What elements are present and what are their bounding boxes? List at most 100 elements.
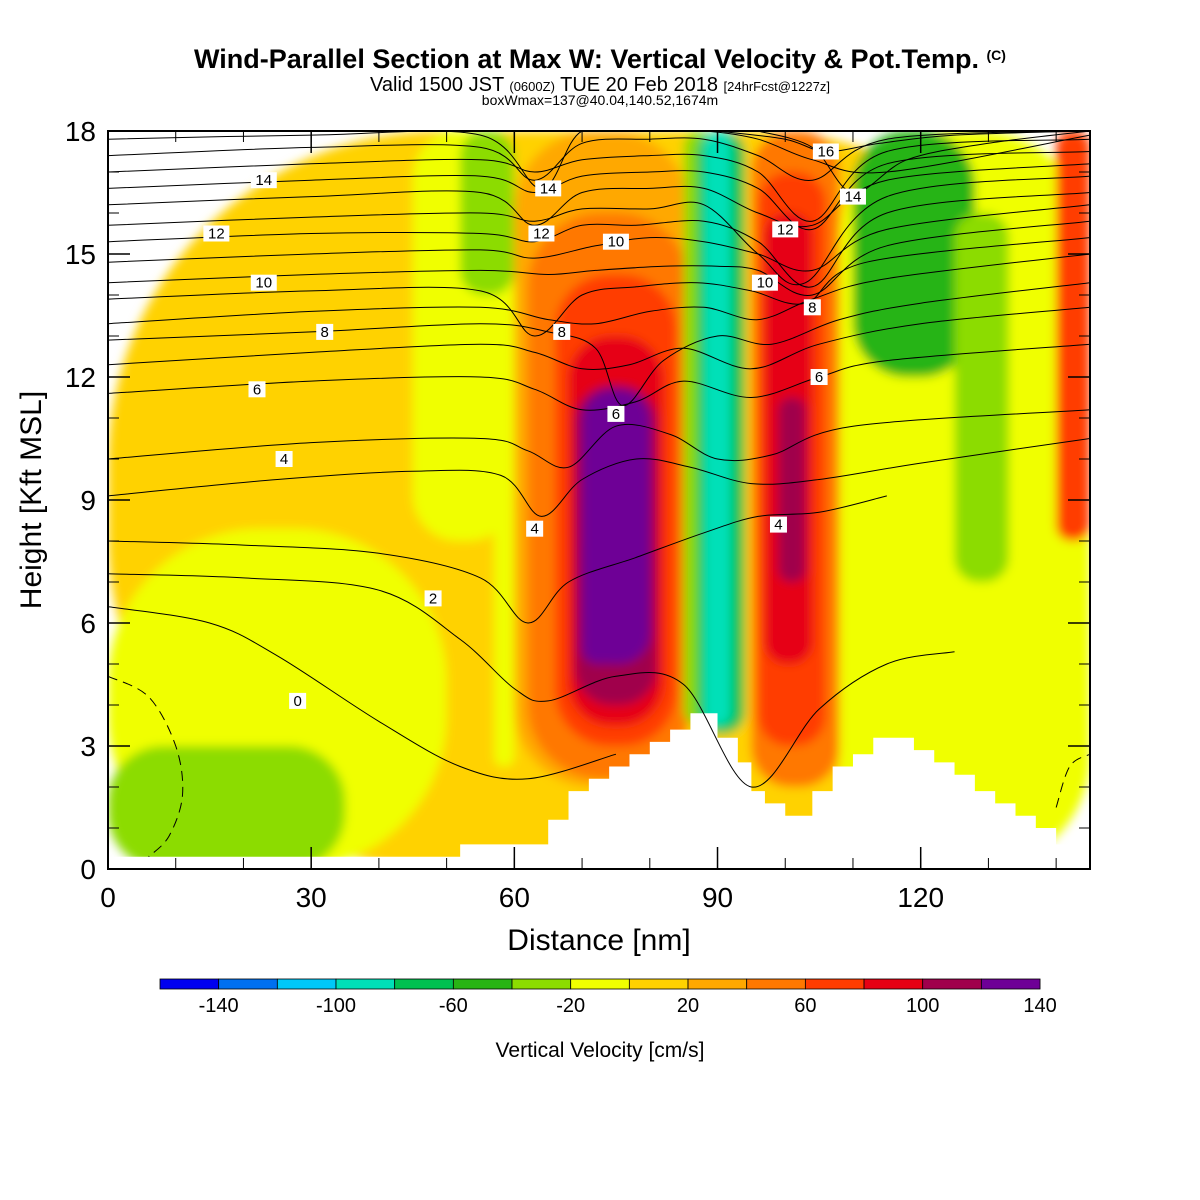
colorbar-swatch bbox=[570, 978, 630, 990]
y-tick-label: 0 bbox=[80, 854, 96, 885]
x-tick-label: 0 bbox=[100, 882, 116, 913]
colorbar-tick-label: 140 bbox=[1023, 995, 1056, 1017]
theta-contour bbox=[108, 282, 1090, 407]
contour-label: 12 bbox=[777, 221, 794, 238]
theta-contour bbox=[758, 131, 1090, 194]
theta-contour bbox=[108, 131, 1090, 189]
x-tick-label: 90 bbox=[702, 882, 733, 913]
y-tick-label: 9 bbox=[80, 485, 96, 516]
contour-label-box bbox=[248, 381, 266, 398]
x-axis-label: Distance [nm] bbox=[507, 924, 690, 957]
contour-label: 8 bbox=[321, 324, 329, 341]
theta-contour bbox=[108, 175, 1090, 286]
theta-contour bbox=[108, 409, 1090, 469]
y-tick-label: 18 bbox=[65, 116, 96, 147]
contour-label-box bbox=[424, 590, 442, 607]
contour-label: 6 bbox=[815, 369, 823, 386]
contour-label: 6 bbox=[612, 406, 620, 423]
colorbar-swatch bbox=[218, 978, 278, 990]
contour-label-box bbox=[751, 274, 778, 291]
colorbar-swatch bbox=[980, 978, 1041, 990]
velocity-cell bbox=[778, 397, 806, 582]
contour-label: 8 bbox=[808, 299, 816, 316]
theta-contour bbox=[108, 438, 1090, 517]
contour-label-box bbox=[602, 233, 629, 250]
contour-label: 4 bbox=[530, 521, 538, 538]
colorbar-swatch bbox=[746, 978, 806, 990]
contour-label: 10 bbox=[608, 234, 625, 251]
dashed-contour bbox=[108, 675, 184, 858]
colorbar-tick-label: -20 bbox=[556, 995, 585, 1017]
chart-title: Wind-Parallel Section at Max W: Vertical… bbox=[194, 44, 1006, 74]
boxmax-caption: boxWmax=137@40.04,140.52,1674m bbox=[481, 92, 719, 108]
colorbar-swatch bbox=[628, 978, 689, 990]
theta-contour bbox=[108, 495, 887, 624]
colorbar-swatch bbox=[394, 978, 454, 990]
theta-contour bbox=[108, 253, 1090, 325]
colorbar-swatch bbox=[159, 978, 220, 990]
contour-label: 16 bbox=[818, 144, 835, 161]
contour-label-box bbox=[810, 369, 828, 385]
theta-contour bbox=[108, 573, 955, 788]
colorbar-swatch bbox=[452, 978, 513, 990]
colorbar-tick-label: -60 bbox=[439, 995, 468, 1017]
contour-label-box bbox=[769, 516, 787, 533]
y-tick-label: 12 bbox=[65, 362, 96, 393]
theta-contour bbox=[108, 220, 1090, 296]
contour-label-box bbox=[839, 188, 866, 205]
contour-label: 14 bbox=[845, 189, 862, 206]
contour-label: 8 bbox=[558, 324, 566, 341]
contour-label: 14 bbox=[540, 180, 557, 197]
y-tick-label: 6 bbox=[80, 608, 96, 639]
theta-contour bbox=[108, 131, 1090, 181]
contour-label: 4 bbox=[774, 517, 782, 534]
contour-label-box bbox=[250, 172, 277, 189]
y-tick-label: 3 bbox=[80, 731, 96, 762]
velocity-cell bbox=[1056, 131, 1090, 541]
terrain bbox=[108, 713, 1090, 869]
contour-label-box bbox=[535, 180, 562, 197]
x-tick-label: 60 bbox=[499, 882, 530, 913]
colorbar-swatch bbox=[804, 978, 865, 990]
colorbar: -140 -100 -60 -20 20 60 100 140 Vertical Velocit… bbox=[159, 978, 1057, 1062]
colorbar-swatch bbox=[276, 978, 337, 990]
contour-label: 2 bbox=[429, 590, 437, 607]
colorbar-swatch bbox=[863, 978, 924, 990]
velocity-cell bbox=[494, 500, 515, 767]
contour-label: 4 bbox=[280, 451, 288, 468]
contour-label-box bbox=[812, 143, 839, 160]
contour-label: 0 bbox=[293, 693, 301, 710]
contour-label: 14 bbox=[255, 172, 272, 189]
colorbar-tick-label: -100 bbox=[316, 995, 356, 1017]
colorbar-swatch bbox=[511, 978, 572, 990]
contour-label-box bbox=[528, 225, 555, 242]
velocity-field bbox=[108, 131, 1090, 869]
contour-label-box bbox=[526, 520, 544, 537]
contour-label-box bbox=[803, 299, 821, 316]
colorbar-tick-label: -140 bbox=[199, 995, 239, 1017]
chart-subtitle: Valid 1500 JST (0600Z) TUE 20 Feb 2018 [… bbox=[370, 74, 830, 96]
colorbar-swatch bbox=[922, 978, 982, 990]
x-tick-label: 120 bbox=[897, 882, 944, 913]
contour-label-box bbox=[772, 221, 799, 238]
theta-contour bbox=[108, 138, 1090, 222]
colorbar-tick-label: 20 bbox=[677, 995, 699, 1017]
theta-contour bbox=[717, 131, 1090, 153]
theta-contour bbox=[108, 151, 1090, 230]
contour-label-box bbox=[250, 274, 277, 291]
colorbar-swatch bbox=[335, 978, 396, 990]
contour-labels: 0 2 4 4 4 6 6 6 8 8 8 10 10 10 12 12 12 14 14 14 16 bbox=[203, 143, 866, 710]
velocity-cell bbox=[852, 131, 975, 377]
x-tick-label: 30 bbox=[296, 882, 327, 913]
contour-label-box bbox=[607, 405, 625, 422]
colorbar-swatch bbox=[687, 978, 748, 990]
contour-label-box bbox=[553, 323, 571, 340]
theta-contour bbox=[108, 204, 1090, 272]
theta-contour bbox=[108, 606, 617, 780]
theta-contour bbox=[108, 343, 1090, 411]
contour-label-box bbox=[275, 451, 293, 467]
contour-label-box bbox=[289, 692, 307, 709]
velocity-cell bbox=[954, 213, 1009, 582]
y-tick-label: 15 bbox=[65, 239, 96, 270]
